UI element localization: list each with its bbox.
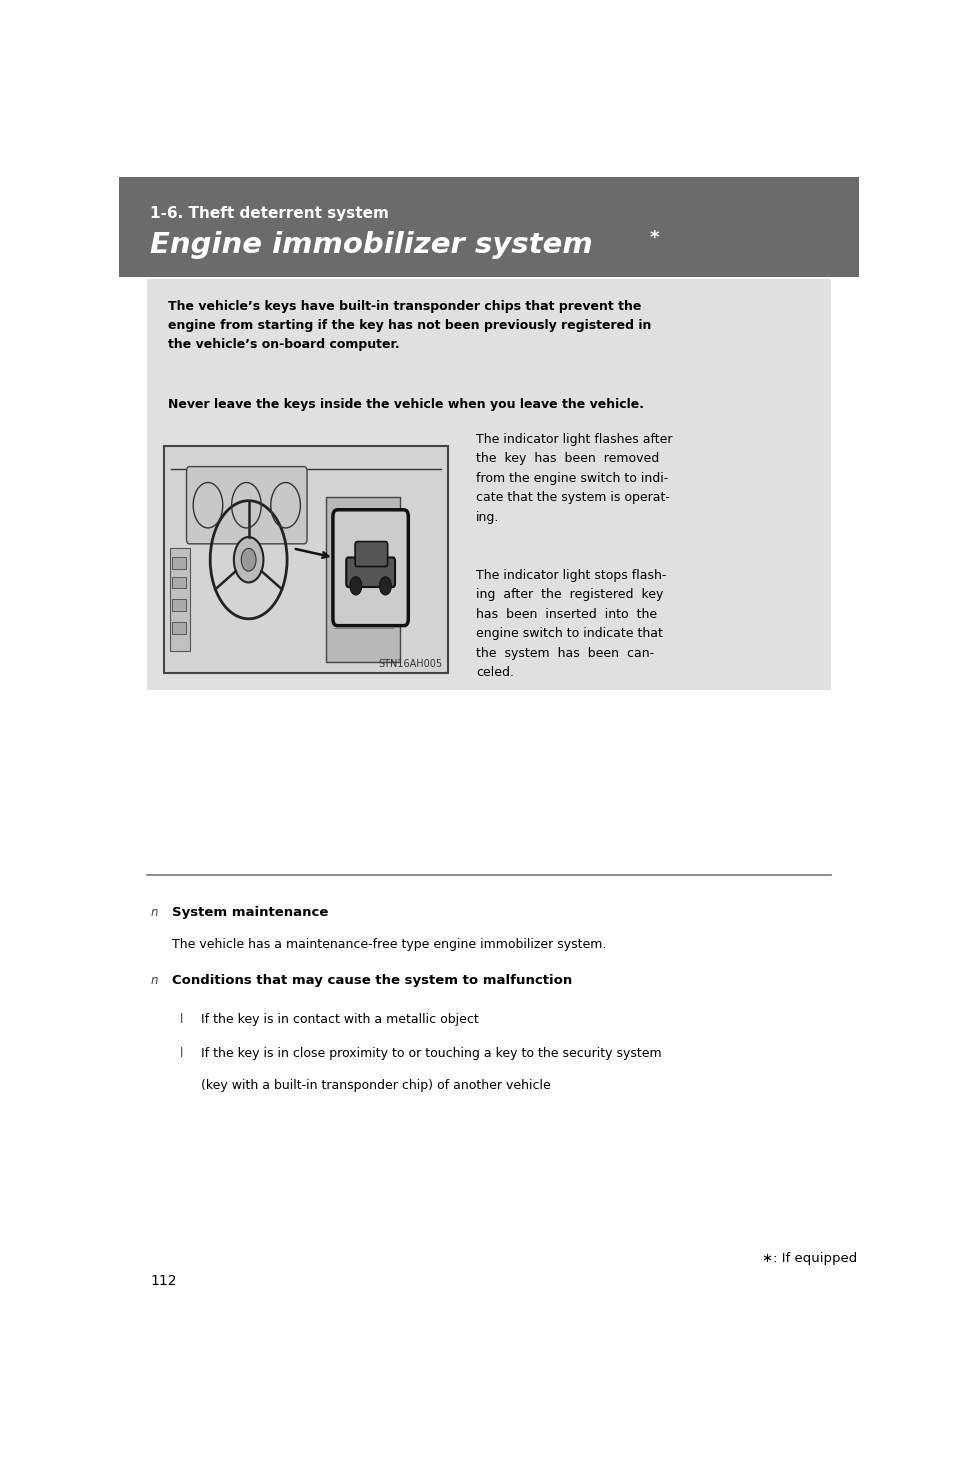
FancyBboxPatch shape	[147, 279, 830, 690]
Text: (key with a built-in transponder chip) of another vehicle: (key with a built-in transponder chip) o…	[200, 1078, 550, 1092]
FancyBboxPatch shape	[172, 558, 186, 569]
FancyBboxPatch shape	[172, 577, 186, 589]
Text: n: n	[151, 906, 157, 919]
Text: l: l	[180, 1013, 183, 1027]
Text: Conditions that may cause the system to malfunction: Conditions that may cause the system to …	[172, 975, 572, 987]
Text: If the key is in contact with a metallic object: If the key is in contact with a metallic…	[200, 1013, 477, 1027]
Text: 112: 112	[151, 1274, 176, 1288]
FancyBboxPatch shape	[355, 541, 387, 566]
Text: STN16AH005: STN16AH005	[377, 659, 442, 668]
FancyBboxPatch shape	[170, 549, 190, 650]
FancyBboxPatch shape	[326, 497, 400, 662]
FancyBboxPatch shape	[333, 510, 408, 625]
Text: *: *	[649, 229, 659, 248]
Text: The vehicle has a maintenance-free type engine immobilizer system.: The vehicle has a maintenance-free type …	[172, 938, 606, 951]
Text: n: n	[151, 975, 157, 987]
Text: Never leave the keys inside the vehicle when you leave the vehicle.: Never leave the keys inside the vehicle …	[168, 398, 643, 412]
Text: Engine immobilizer system: Engine immobilizer system	[151, 232, 593, 260]
Text: If the key is in close proximity to or touching a key to the security system: If the key is in close proximity to or t…	[200, 1047, 660, 1061]
FancyBboxPatch shape	[172, 599, 186, 611]
FancyBboxPatch shape	[119, 177, 858, 277]
Text: The indicator light stops flash-
ing  after  the  registered  key
has  been  ins: The indicator light stops flash- ing aft…	[476, 569, 666, 680]
Circle shape	[379, 577, 391, 594]
Text: The indicator light flashes after
the  key  has  been  removed
from the engine s: The indicator light flashes after the ke…	[476, 432, 672, 524]
FancyBboxPatch shape	[164, 445, 448, 673]
Text: 1-6. Theft deterrent system: 1-6. Theft deterrent system	[151, 207, 389, 221]
Circle shape	[350, 577, 361, 594]
FancyBboxPatch shape	[172, 622, 186, 634]
Circle shape	[233, 537, 263, 583]
Text: l: l	[180, 1047, 183, 1061]
Circle shape	[241, 549, 255, 571]
FancyBboxPatch shape	[187, 466, 307, 544]
Text: System maintenance: System maintenance	[172, 906, 329, 919]
FancyBboxPatch shape	[346, 558, 395, 587]
Text: The vehicle’s keys have built-in transponder chips that prevent the
engine from : The vehicle’s keys have built-in transpo…	[168, 299, 651, 351]
Text: ∗: If equipped: ∗: If equipped	[761, 1252, 857, 1266]
